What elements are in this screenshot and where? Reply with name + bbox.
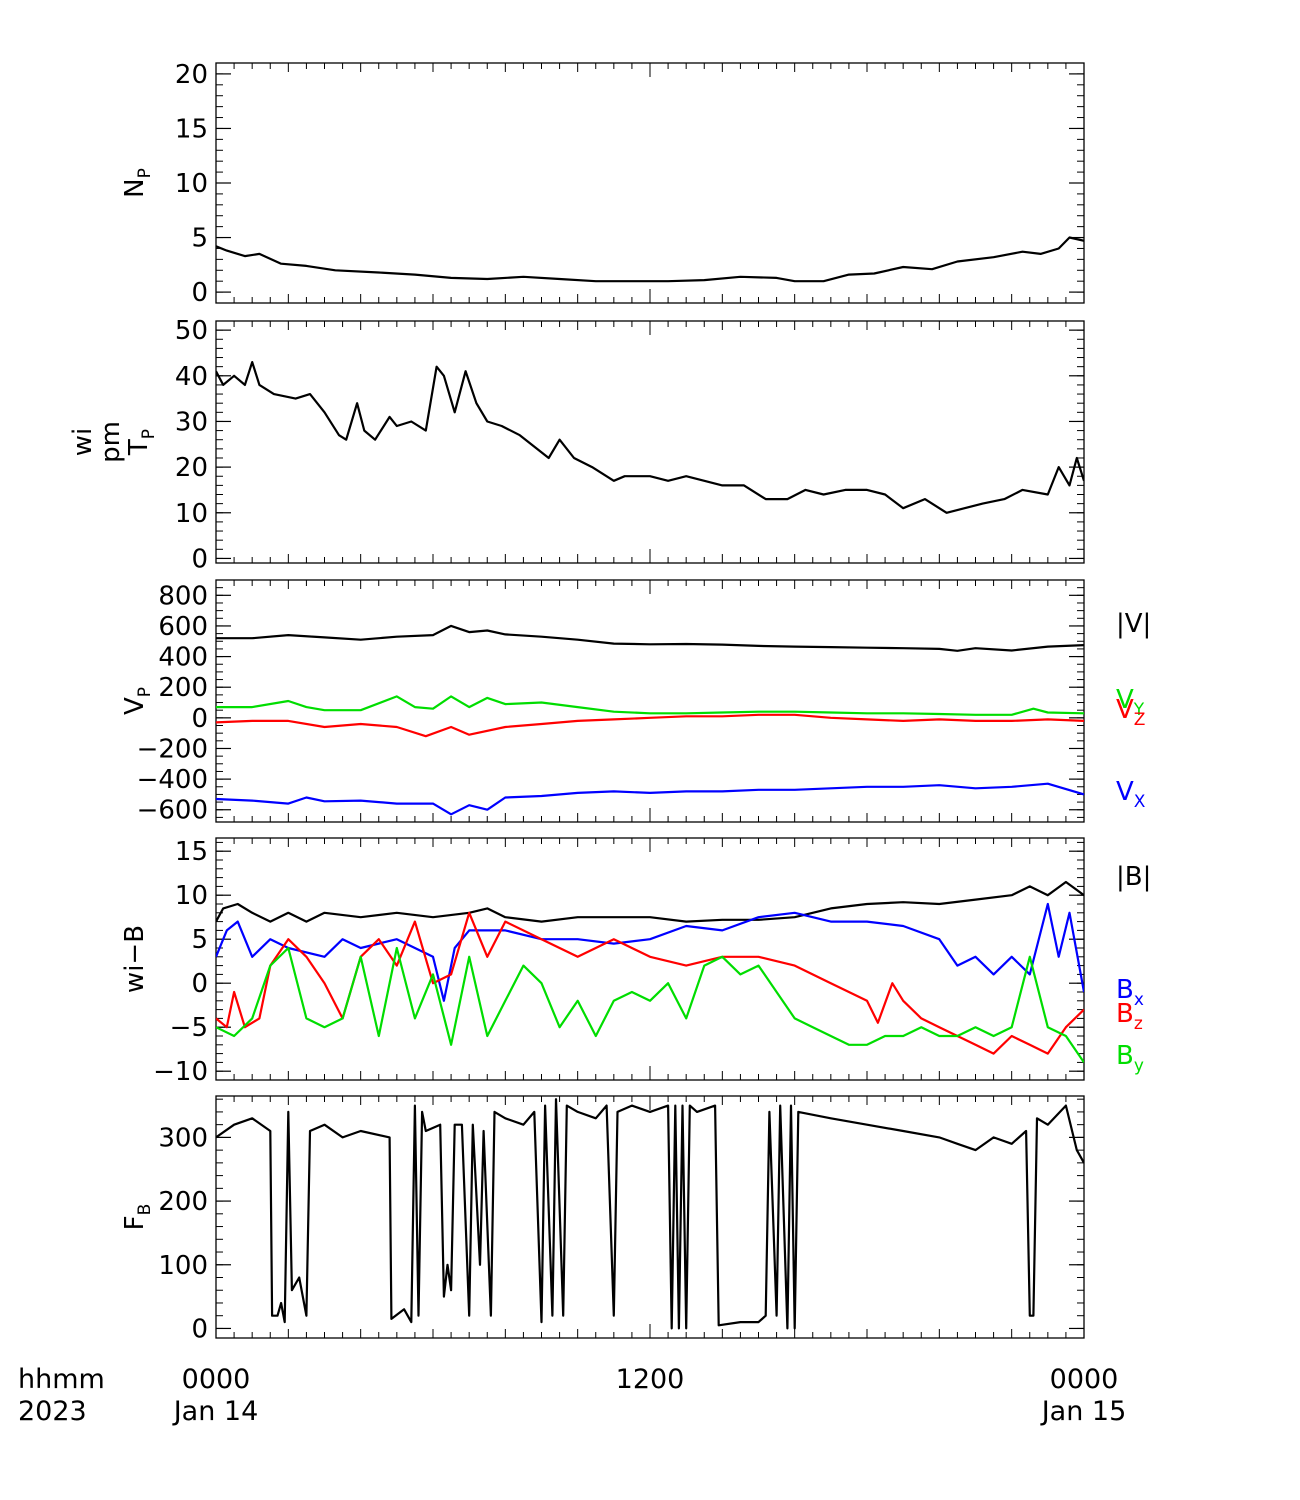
- y-axis-title-base: N: [120, 178, 150, 197]
- panel-frame: [215, 320, 1085, 564]
- legend-label: |V|: [1116, 609, 1151, 639]
- y-tick-label: 10: [175, 169, 208, 199]
- y-axis-title: VP: [120, 687, 155, 715]
- y-tick-label: 400: [158, 643, 208, 673]
- legend-label: VX: [1116, 777, 1146, 812]
- panel-frame: [215, 62, 1085, 304]
- legend-label-subscript: y: [1134, 1056, 1144, 1076]
- legend-label-base: |V|: [1116, 609, 1151, 639]
- y-tick-label: 0: [191, 544, 208, 574]
- y-axis-title-base: F: [120, 1215, 150, 1230]
- x-axis-row-label: hhmm: [18, 1364, 105, 1395]
- y-tick-label: 5: [191, 224, 208, 254]
- panels-group: 05101520NP01020304050wipmTP−600−400−2000…: [68, 60, 1151, 1345]
- y-tick-label: −600: [137, 796, 208, 826]
- legend-label-subscript: z: [1134, 1014, 1143, 1034]
- y-tick-label: 0: [191, 704, 208, 734]
- y-tick-label: 600: [158, 612, 208, 642]
- y-axis-title-line: TP: [124, 429, 159, 456]
- y-tick-label: 200: [158, 673, 208, 703]
- y-tick-label: 100: [158, 1251, 208, 1281]
- x-tick-time-label: 0000: [182, 1364, 251, 1395]
- series-line-1: [216, 1098, 1084, 1330]
- y-tick-label: 20: [175, 60, 208, 90]
- x-tick-date-label: Jan 14: [172, 1396, 259, 1427]
- legend-label-base: B: [1116, 999, 1134, 1029]
- legend-label: |B|: [1116, 862, 1151, 892]
- series-line-2: [216, 902, 1084, 1002]
- legend-label: Bz: [1116, 999, 1143, 1034]
- legend-label-subscript: X: [1134, 792, 1146, 812]
- legend-label-base: |B|: [1116, 862, 1151, 892]
- y-tick-label: 0: [191, 278, 208, 308]
- y-axis-title-subscript: P: [139, 429, 159, 439]
- y-axis-title: FB: [120, 1204, 155, 1231]
- series-line-1: [216, 880, 1084, 923]
- legend-label-base: B: [1116, 1041, 1134, 1071]
- panel-frame: [215, 1095, 1085, 1339]
- y-tick-label: −10: [153, 1057, 208, 1087]
- y-axis-title-line: pm: [96, 421, 126, 463]
- x-tick-time-label: 1200: [616, 1364, 685, 1395]
- series-line-2: [216, 695, 1084, 716]
- y-axis-title-subscript: B: [135, 1204, 155, 1216]
- y-tick-label: −5: [170, 1013, 208, 1043]
- x-tick-date-label: Jan 15: [1040, 1396, 1127, 1427]
- y-tick-label: 15: [175, 114, 208, 144]
- legend-label-subscript: x: [1134, 990, 1144, 1010]
- legend-label-base: V: [1116, 685, 1134, 715]
- y-tick-label: 10: [175, 881, 208, 911]
- y-tick-label: 15: [175, 837, 208, 867]
- series-line-1: [216, 361, 1084, 514]
- y-tick-label: 5: [191, 925, 208, 955]
- y-axis-title: wi−B: [120, 925, 150, 993]
- series-line-1: [216, 236, 1084, 283]
- series-line-1: [216, 624, 1084, 652]
- y-tick-label: −200: [137, 734, 208, 764]
- panel-5: 0 100 200 300 FB: [120, 1095, 1085, 1344]
- legend-label: By: [1116, 1041, 1144, 1076]
- panel-1: 0 5 10 15 20 NP: [120, 60, 1085, 308]
- legend-label: VY: [1116, 685, 1145, 720]
- series-line-3: [216, 713, 1084, 738]
- y-axis-title-base: V: [120, 697, 150, 715]
- y-tick-label: 40: [175, 362, 208, 392]
- y-axis-title-line: wi: [68, 428, 98, 457]
- legend-label-base: B: [1116, 975, 1134, 1005]
- series-line-4: [216, 782, 1084, 816]
- y-tick-label: 30: [175, 407, 208, 437]
- y-tick-label: 20: [175, 453, 208, 483]
- y-tick-label: 10: [175, 499, 208, 529]
- y-tick-label: 0: [191, 969, 208, 999]
- y-tick-label: 50: [175, 316, 208, 346]
- y-tick-label: 0: [191, 1314, 208, 1344]
- legend-label: VZ: [1116, 695, 1145, 730]
- y-tick-label: 300: [158, 1123, 208, 1153]
- y-axis-title-subscript: P: [135, 687, 155, 697]
- x-tick-time-label: 0000: [1050, 1364, 1119, 1395]
- legend-label-base: V: [1116, 777, 1134, 807]
- y-axis-title-subscript: P: [135, 168, 155, 178]
- y-axis-title-base: wi−B: [120, 925, 150, 993]
- legend-label-base: V: [1116, 695, 1134, 725]
- legend-label-subscript: Y: [1133, 700, 1145, 720]
- legend-label-subscript: Z: [1134, 710, 1146, 730]
- x-axis-year-label: 2023: [18, 1396, 87, 1427]
- y-tick-label: −400: [137, 765, 208, 795]
- legend-label: Bx: [1116, 975, 1144, 1010]
- series-line-4: [216, 946, 1084, 1064]
- y-axis-title: NP: [120, 168, 155, 198]
- y-tick-label: 800: [158, 581, 208, 611]
- y-tick-label: 200: [158, 1187, 208, 1217]
- series-line-3: [216, 911, 1084, 1055]
